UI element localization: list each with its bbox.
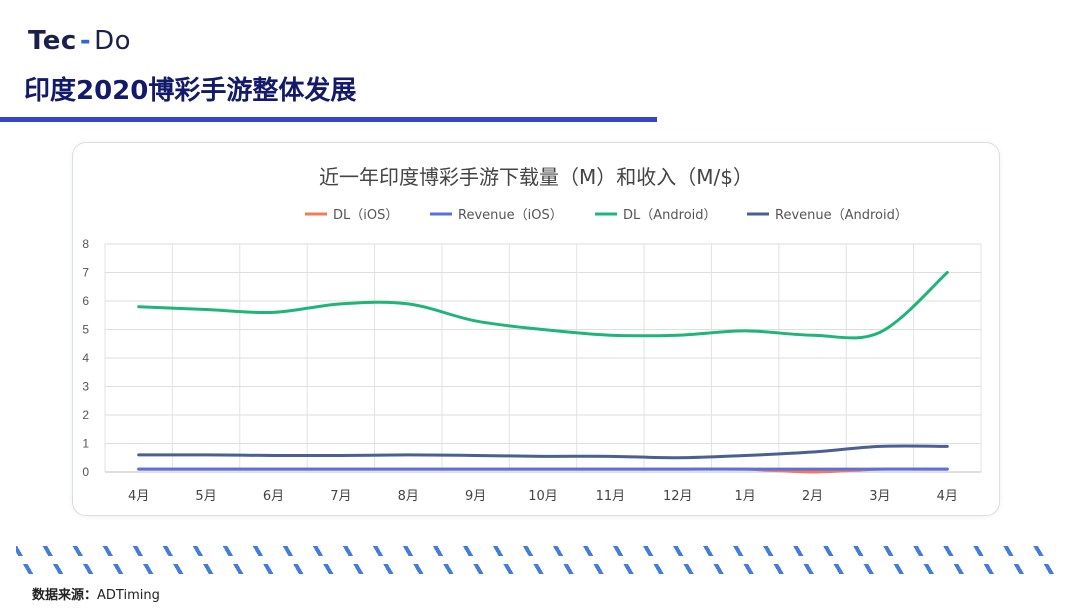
y-tick-label: 6 [82,294,89,308]
x-tick-label: 4月 [937,489,958,504]
x-tick-label: 4月 [128,489,149,504]
chart-legend: DL（iOS） Revenue（iOS） DL（Android） Revenue（An… [305,208,908,223]
y-tick-label: 0 [82,465,89,479]
chart-axes: 0 1 2 3 4 5 6 7 8 4月 5月 6月 7月 8月 9月 10月 11月 12月 1月 2月 3月 4月 [82,237,958,504]
logo-dash: - [79,26,92,56]
data-source: 数据来源：ADTiming [32,584,160,603]
source-value: ADTiming [97,588,160,603]
chart-grid [104,243,982,473]
page-title: 印度2020博彩手游整体发展 [24,76,357,106]
chart-card: 近一年印度博彩手游下载量（M）和收入（M/$） DL（iOS） Revenue（i… [72,142,1000,516]
x-tick-label: 3月 [869,489,890,504]
chart-title: 近一年印度博彩手游下载量（M）和收入（M/$） [319,165,753,189]
y-tick-label: 1 [82,437,89,451]
y-tick-label: 3 [82,380,89,394]
y-tick-label: 5 [82,323,89,337]
x-tick-label: 10月 [528,489,558,504]
x-tick-label: 11月 [596,489,626,504]
logo-text-right: Do [94,26,132,56]
decorative-stripes [16,546,1062,574]
x-tick-label: 6月 [263,489,284,504]
brand-logo: Tec - Do [28,26,131,56]
y-tick-label: 8 [82,237,89,251]
x-tick-label: 9月 [465,489,486,504]
title-underline [0,117,657,122]
x-tick-label: 7月 [330,489,351,504]
x-tick-label: 12月 [663,489,693,504]
chart-series [137,271,949,474]
series-line [137,444,949,460]
source-label: 数据来源： [32,588,98,603]
legend-label: Revenue（iOS） [458,208,563,223]
logo-text-left: Tec [28,26,77,56]
series-line [137,271,949,340]
x-tick-label: 1月 [735,489,756,504]
line-chart: DL（iOS） Revenue（iOS） DL（Android） Revenue（An… [82,208,982,504]
x-tick-label: 5月 [195,489,216,504]
x-tick-label: 8月 [398,489,419,504]
y-tick-label: 2 [82,408,89,422]
legend-label: DL（iOS） [333,208,398,223]
y-tick-label: 7 [82,266,89,280]
legend-label: Revenue（Android） [775,208,908,223]
x-tick-label: 2月 [802,489,823,504]
legend-label: DL（Android） [623,208,717,223]
y-tick-label: 4 [82,351,89,365]
